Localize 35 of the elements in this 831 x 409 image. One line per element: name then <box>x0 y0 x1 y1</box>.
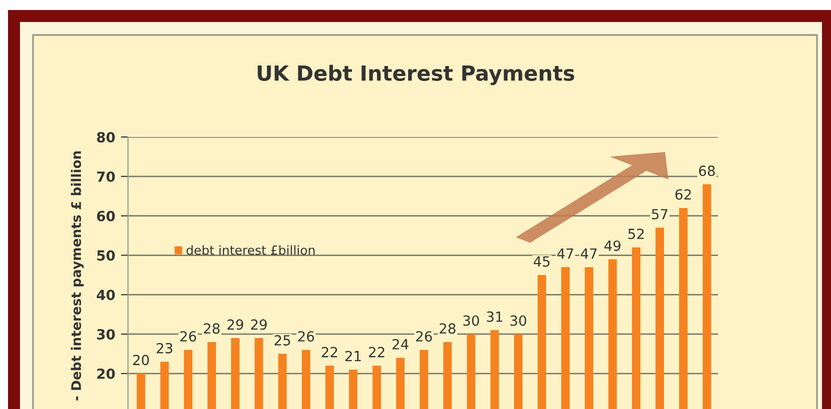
data-label: 57 <box>652 209 668 220</box>
y-tick-label: 40 <box>96 290 115 300</box>
data-label: 28 <box>204 323 220 334</box>
data-label: 47 <box>580 248 597 259</box>
data-label: 26 <box>416 331 432 342</box>
data-label: 20 <box>133 354 149 366</box>
data-label: 30 <box>463 315 480 326</box>
legend-label: debt interest £billion <box>186 245 315 255</box>
data-label: 22 <box>322 346 338 358</box>
data-label: 26 <box>180 331 196 342</box>
data-label: 25 <box>274 335 290 346</box>
data-label: 21 <box>345 350 361 362</box>
data-label: 22 <box>368 346 384 358</box>
data-label: 62 <box>675 189 691 200</box>
data-label: 68 <box>699 166 715 176</box>
data-label: 30 <box>510 315 526 326</box>
data-label: 29 <box>227 319 244 330</box>
data-label: 45 <box>534 256 550 267</box>
y-axis-title: - Debt interest payments £ billion <box>70 151 84 400</box>
data-label: 29 <box>251 319 267 330</box>
data-label: 52 <box>628 228 644 240</box>
data-label: 28 <box>440 323 456 334</box>
y-tick-label: 60 <box>97 210 115 222</box>
data-label: 31 <box>486 311 502 322</box>
data-label: 23 <box>156 342 172 354</box>
y-tick-label: 70 <box>97 171 115 182</box>
data-label: 47 <box>557 248 574 259</box>
data-label: 49 <box>604 240 620 251</box>
y-tick-label: 80 <box>97 132 115 142</box>
data-label: 24 <box>392 339 408 350</box>
data-label: 26 <box>298 331 314 342</box>
y-tick-label: 50 <box>97 250 115 261</box>
y-tick-label: 20 <box>97 368 115 379</box>
y-tick-label: 30 <box>97 329 115 340</box>
chart-title: UK Debt Interest Payments <box>258 64 574 86</box>
